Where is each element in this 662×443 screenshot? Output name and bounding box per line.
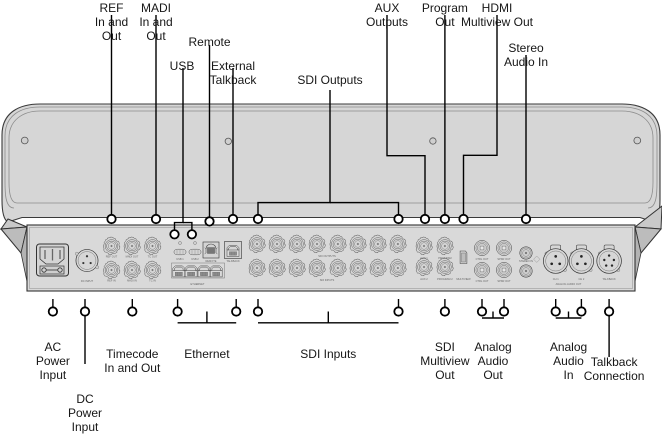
svg-text:MULTIVIEW: MULTIVIEW bbox=[456, 277, 471, 281]
svg-text:USB 1: USB 1 bbox=[176, 257, 184, 261]
svg-text:SPKR OUT: SPKR OUT bbox=[497, 257, 511, 261]
svg-text:SDI INPUTS: SDI INPUTS bbox=[320, 278, 335, 282]
svg-text:SPKR OUT: SPKR OUT bbox=[497, 279, 511, 283]
svg-text:CTRL OUT: CTRL OUT bbox=[476, 279, 489, 283]
svg-text:REMOTE: REMOTE bbox=[205, 259, 216, 263]
svg-text:REF IN: REF IN bbox=[107, 279, 116, 283]
svg-text:CH 2: CH 2 bbox=[578, 277, 584, 281]
svg-text:MADI IN: MADI IN bbox=[127, 279, 137, 283]
svg-text:MADI OUT: MADI OUT bbox=[126, 255, 139, 259]
svg-text:TC OUT: TC OUT bbox=[148, 255, 158, 259]
svg-text:ETHERNET: ETHERNET bbox=[191, 282, 205, 286]
svg-text:AUX 2: AUX 2 bbox=[420, 277, 428, 281]
svg-text:DC INPUT: DC INPUT bbox=[81, 279, 94, 283]
svg-text:CTRL OUT: CTRL OUT bbox=[476, 257, 489, 261]
svg-text:TALKBACK: TALKBACK bbox=[602, 277, 616, 281]
svg-text:PROGRAM: PROGRAM bbox=[438, 256, 451, 260]
svg-text:REF OUT: REF OUT bbox=[106, 255, 118, 259]
svg-text:PROGRAM 2: PROGRAM 2 bbox=[437, 277, 453, 281]
svg-text:AUX 1: AUX 1 bbox=[420, 256, 428, 260]
svg-text:CH 1: CH 1 bbox=[553, 277, 559, 281]
svg-text:USB 2: USB 2 bbox=[191, 257, 199, 261]
svg-text:SDI OUTPUTS: SDI OUTPUTS bbox=[318, 254, 336, 258]
svg-text:STEREO IN: STEREO IN bbox=[519, 259, 533, 263]
svg-text:TC IN: TC IN bbox=[149, 279, 156, 283]
svg-text:ANALOG AUDIO OUT: ANALOG AUDIO OUT bbox=[556, 282, 582, 286]
svg-text:TALKBACK: TALKBACK bbox=[226, 259, 240, 263]
